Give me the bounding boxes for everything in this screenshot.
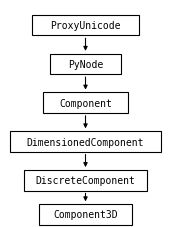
FancyBboxPatch shape — [24, 170, 147, 191]
FancyBboxPatch shape — [32, 16, 139, 36]
FancyBboxPatch shape — [10, 132, 161, 152]
Text: ProxyUnicode: ProxyUnicode — [50, 21, 121, 31]
Text: Component: Component — [59, 98, 112, 108]
Text: DiscreteComponent: DiscreteComponent — [36, 175, 135, 185]
FancyBboxPatch shape — [43, 93, 128, 114]
Text: PyNode: PyNode — [68, 60, 103, 70]
FancyBboxPatch shape — [39, 204, 132, 225]
Text: DimensionedComponent: DimensionedComponent — [27, 137, 144, 147]
Text: Component3D: Component3D — [53, 210, 118, 220]
FancyBboxPatch shape — [50, 54, 121, 75]
